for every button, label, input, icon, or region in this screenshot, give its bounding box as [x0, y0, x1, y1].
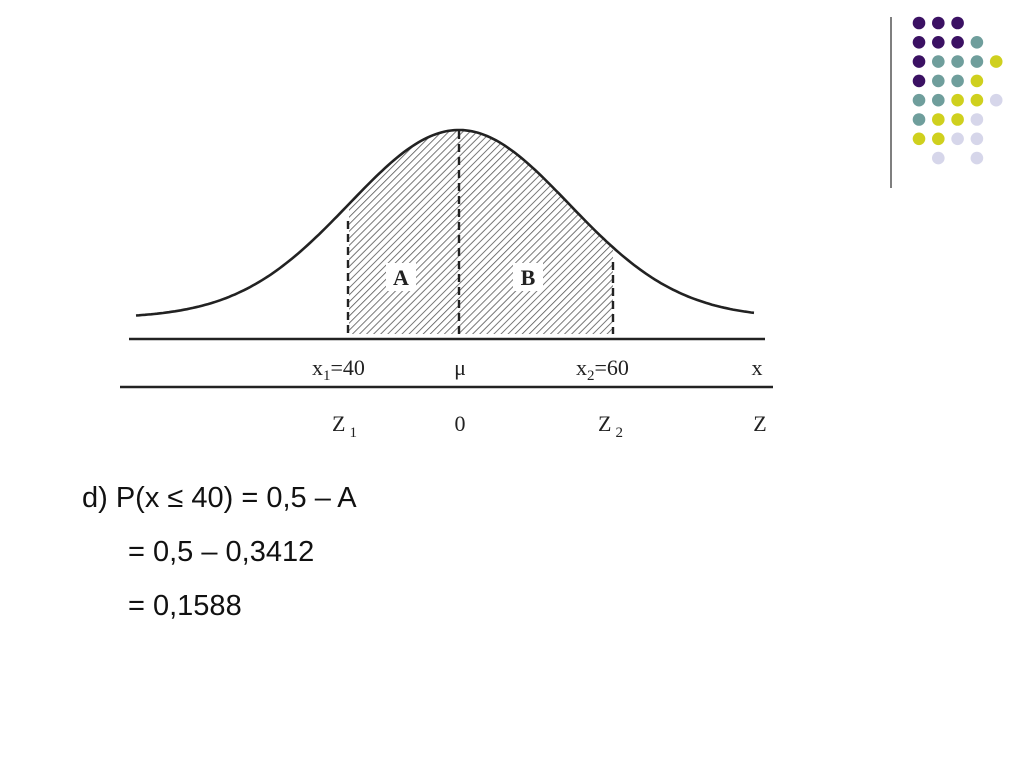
decoration-dot: [951, 36, 964, 49]
z2-label-main: Z: [598, 411, 611, 436]
decoration-dot: [912, 93, 926, 107]
decoration-dot: [951, 132, 964, 146]
decoration-dot: [912, 74, 926, 88]
decoration-dot: [912, 16, 926, 30]
solution-line-2: = 0,5 – 0,3412: [128, 536, 315, 568]
z1-label-main: Z: [332, 411, 345, 436]
decoration-dot: [932, 113, 945, 126]
decoration-dot: [932, 36, 945, 49]
x-axis-name: x: [752, 355, 763, 380]
decoration-dot: [932, 74, 945, 88]
decoration-dot: [970, 93, 984, 107]
decoration-dot: [912, 55, 926, 68]
decoration-dot: [912, 132, 926, 146]
decoration-dot: [912, 36, 926, 49]
x2-label-sub: 2: [587, 368, 595, 384]
x2-label-main: x: [576, 355, 587, 380]
decoration-dot: [989, 55, 1003, 68]
z1-label-sub: 1: [349, 425, 357, 441]
decoration-dot: [970, 151, 984, 165]
decoration-dot: [970, 55, 984, 68]
decoration-dot: [932, 93, 945, 107]
z-axis-name: Z: [753, 411, 766, 436]
region-a-label: A: [393, 265, 409, 290]
region-a-label-bg: [386, 263, 416, 291]
decoration-dot: [932, 132, 945, 146]
x2-label: x2=60: [576, 355, 629, 384]
x1-label: x1=40: [312, 355, 365, 384]
x2-label-value: =60: [595, 355, 629, 380]
decoration-dot: [951, 16, 964, 30]
decoration-dot: [970, 36, 984, 49]
z2-label-sub: 2: [615, 425, 623, 441]
decoration-dot-grid: [912, 16, 1003, 165]
shaded-region-a-b: [349, 130, 613, 334]
decoration-dot: [951, 113, 964, 126]
decoration-dot: [989, 93, 1003, 107]
region-b-label-bg: [513, 263, 543, 291]
decoration-dot: [912, 113, 926, 126]
decoration-dot: [970, 132, 984, 146]
decoration-dot: [970, 113, 984, 126]
region-b-label: B: [521, 265, 536, 290]
z-zero-label: 0: [455, 411, 466, 436]
decoration-dot: [970, 74, 984, 88]
x1-label-main: x: [312, 355, 323, 380]
decoration-dot: [951, 74, 964, 88]
decoration-dot: [932, 16, 945, 30]
corner-decoration: [890, 16, 1003, 188]
decoration-dot: [951, 93, 964, 107]
decoration-dot: [932, 151, 945, 165]
decoration-dot: [932, 55, 945, 68]
decoration-dot: [951, 55, 964, 68]
bell-curve: [135, 128, 755, 317]
x1-label-sub: 1: [323, 368, 331, 384]
x1-label-value: =40: [331, 355, 365, 380]
mu-label: μ: [454, 355, 466, 380]
solution-line-3: = 0,1588: [128, 590, 242, 622]
solution-line-1: d) P(x ≤ 40) = 0,5 – A: [82, 482, 357, 514]
